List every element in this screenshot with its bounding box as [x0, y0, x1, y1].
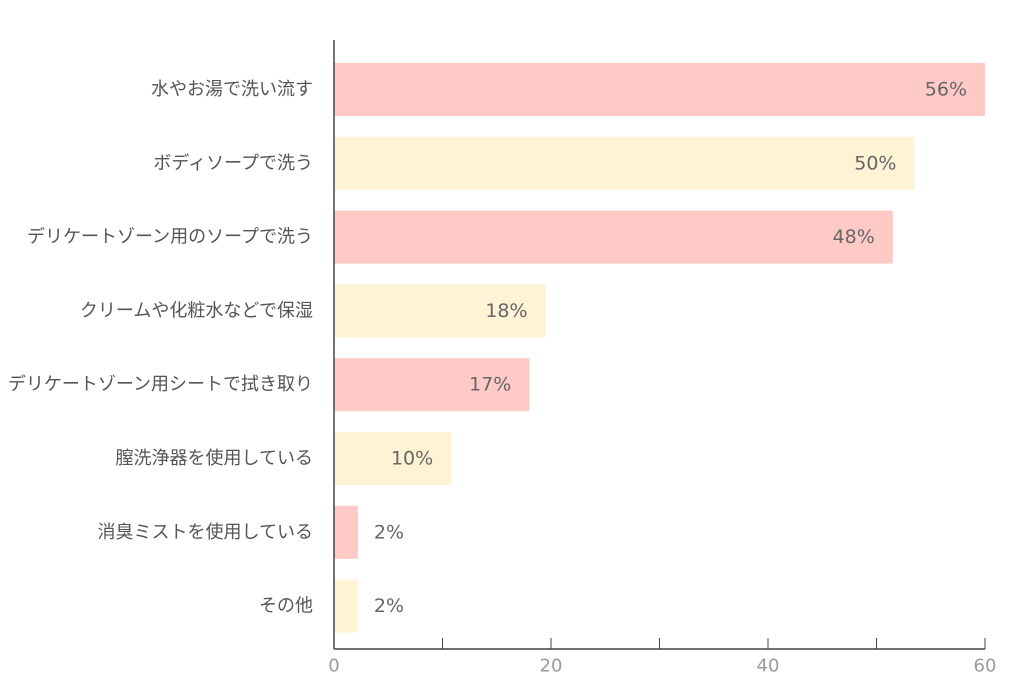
category-label-3: デリケートゾーン用のソープで洗う	[27, 227, 313, 248]
category-labels: 水やお湯で洗い流すボディソープで洗うデリケートゾーン用のソープで洗うクリームや化…	[8, 79, 313, 617]
data-label-2: 50%	[854, 152, 896, 174]
data-label-4: 18%	[485, 300, 527, 322]
x-tick-label-40: 40	[757, 656, 780, 677]
bar-3	[334, 210, 893, 264]
data-label-6: 10%	[391, 448, 433, 470]
x-tick-label-20: 20	[540, 656, 563, 677]
bar-7	[334, 505, 358, 559]
category-label-7: 消臭ミストを使用している	[98, 522, 313, 543]
category-label-5: デリケートゾーン用シートで拭き取り	[8, 374, 313, 395]
bar-5	[334, 358, 530, 412]
category-label-4: クリームや化粧水などで保湿	[80, 300, 313, 321]
bar-1	[334, 63, 985, 116]
bar-4	[334, 284, 546, 338]
axis-layer	[333, 40, 985, 650]
bar-8	[334, 579, 358, 633]
data-label-7: 2%	[374, 521, 404, 543]
x-axis-ticks: 0 20 40 60	[328, 638, 996, 677]
category-label-8: その他	[259, 596, 313, 617]
data-label-3: 48%	[833, 226, 875, 248]
bar-2	[334, 136, 915, 190]
data-label-8: 2%	[374, 595, 404, 617]
category-label-1: 水やお湯で洗い流す	[151, 79, 313, 100]
category-label-6: 膣洗浄器を使用している	[116, 448, 313, 469]
bars-layer: 56% 50% 48% 18% 17% 10% 2% 2%	[334, 63, 985, 633]
data-label-5: 17%	[469, 374, 511, 396]
x-tick-label-60: 60	[974, 656, 997, 677]
category-label-2: ボディソープで洗う	[153, 153, 313, 174]
data-label-1: 56%	[925, 79, 967, 101]
x-tick-label-0: 0	[328, 656, 339, 677]
bar-6	[334, 432, 452, 485]
